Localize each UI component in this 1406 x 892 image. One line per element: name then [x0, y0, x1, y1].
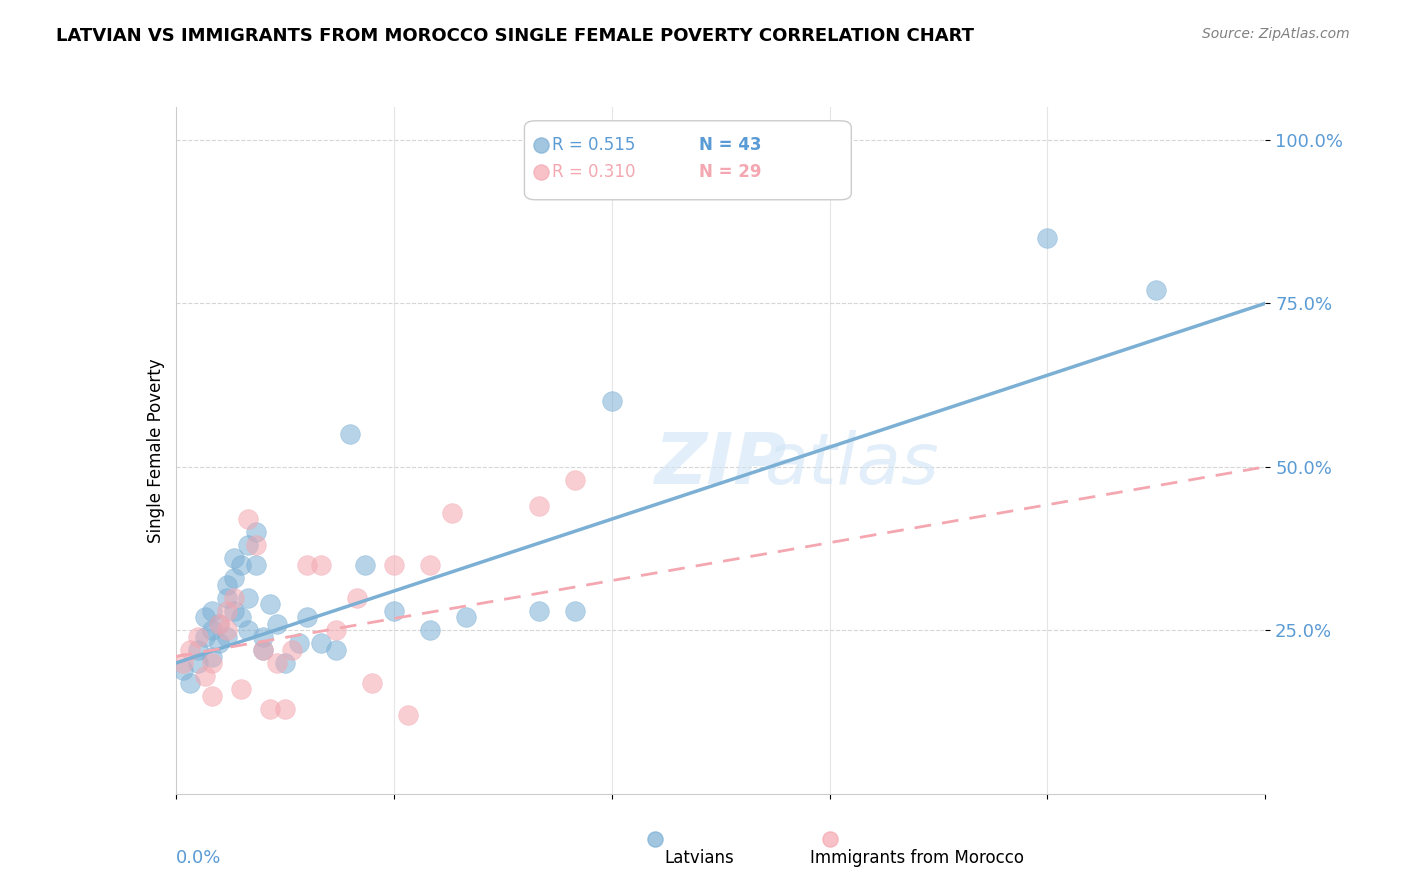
Point [215, 604, 238, 618]
Text: atlas: atlas [763, 430, 939, 499]
Point [274, 656, 297, 670]
Point [179, 675, 201, 690]
Point [172, 656, 194, 670]
Point [186, 643, 209, 657]
Point [266, 616, 288, 631]
Text: ZIP: ZIP [654, 430, 787, 499]
Point [186, 656, 209, 670]
Point [382, 558, 405, 572]
Point [208, 636, 231, 650]
Text: Source: ZipAtlas.com: Source: ZipAtlas.com [1202, 27, 1350, 41]
Point [527, 604, 550, 618]
Point [396, 708, 419, 723]
Point [172, 663, 194, 677]
Point [339, 427, 361, 442]
Y-axis label: Single Female Poverty: Single Female Poverty [146, 359, 165, 542]
Point [231, 610, 253, 624]
Point [274, 702, 297, 716]
Point [252, 643, 274, 657]
Point [179, 643, 201, 657]
Point [281, 643, 304, 657]
Point [201, 656, 224, 670]
Point [201, 624, 224, 638]
Text: N = 29: N = 29 [699, 163, 761, 181]
Point [1146, 283, 1168, 297]
Point [266, 656, 288, 670]
Text: R = 0.310: R = 0.310 [551, 163, 636, 181]
Point [564, 473, 586, 487]
Point [346, 591, 368, 605]
Point [231, 682, 253, 697]
Point [252, 643, 274, 657]
FancyBboxPatch shape [524, 120, 852, 200]
Point [440, 506, 463, 520]
Point [245, 558, 267, 572]
Point [600, 394, 623, 409]
Point [201, 604, 224, 618]
Point [238, 591, 260, 605]
Text: 0.0%: 0.0% [176, 849, 221, 867]
Point [215, 591, 238, 605]
Point [194, 610, 217, 624]
Point [194, 630, 217, 644]
Point [1036, 231, 1059, 245]
Point [325, 643, 347, 657]
Point [222, 571, 245, 585]
Point [201, 649, 224, 664]
Point [360, 675, 382, 690]
Point [222, 604, 245, 618]
Point [259, 702, 281, 716]
Point [186, 630, 209, 644]
Point [222, 591, 245, 605]
Point [201, 689, 224, 703]
Point [215, 630, 238, 644]
Point [245, 525, 267, 540]
Text: Latvians: Latvians [664, 849, 734, 867]
Point [208, 616, 231, 631]
Point [288, 636, 311, 650]
Point [353, 558, 375, 572]
Point [295, 558, 318, 572]
Point [456, 610, 478, 624]
Text: Immigrants from Morocco: Immigrants from Morocco [810, 849, 1024, 867]
Point [564, 604, 586, 618]
Point [245, 538, 267, 552]
Text: R = 0.515: R = 0.515 [551, 136, 636, 153]
Text: N = 43: N = 43 [699, 136, 761, 153]
Point [527, 499, 550, 513]
Point [309, 636, 332, 650]
Text: LATVIAN VS IMMIGRANTS FROM MOROCCO SINGLE FEMALE POVERTY CORRELATION CHART: LATVIAN VS IMMIGRANTS FROM MOROCCO SINGL… [56, 27, 974, 45]
Point [194, 669, 217, 683]
Point [295, 610, 318, 624]
Point [238, 538, 260, 552]
Point [238, 624, 260, 638]
Point [419, 624, 441, 638]
Point [325, 624, 347, 638]
Point [215, 577, 238, 591]
Point [238, 512, 260, 526]
Point [208, 616, 231, 631]
Point [309, 558, 332, 572]
Point [215, 624, 238, 638]
Point [252, 630, 274, 644]
Point [222, 551, 245, 566]
Point [231, 558, 253, 572]
Point [419, 558, 441, 572]
Point [259, 597, 281, 611]
Point [382, 604, 405, 618]
